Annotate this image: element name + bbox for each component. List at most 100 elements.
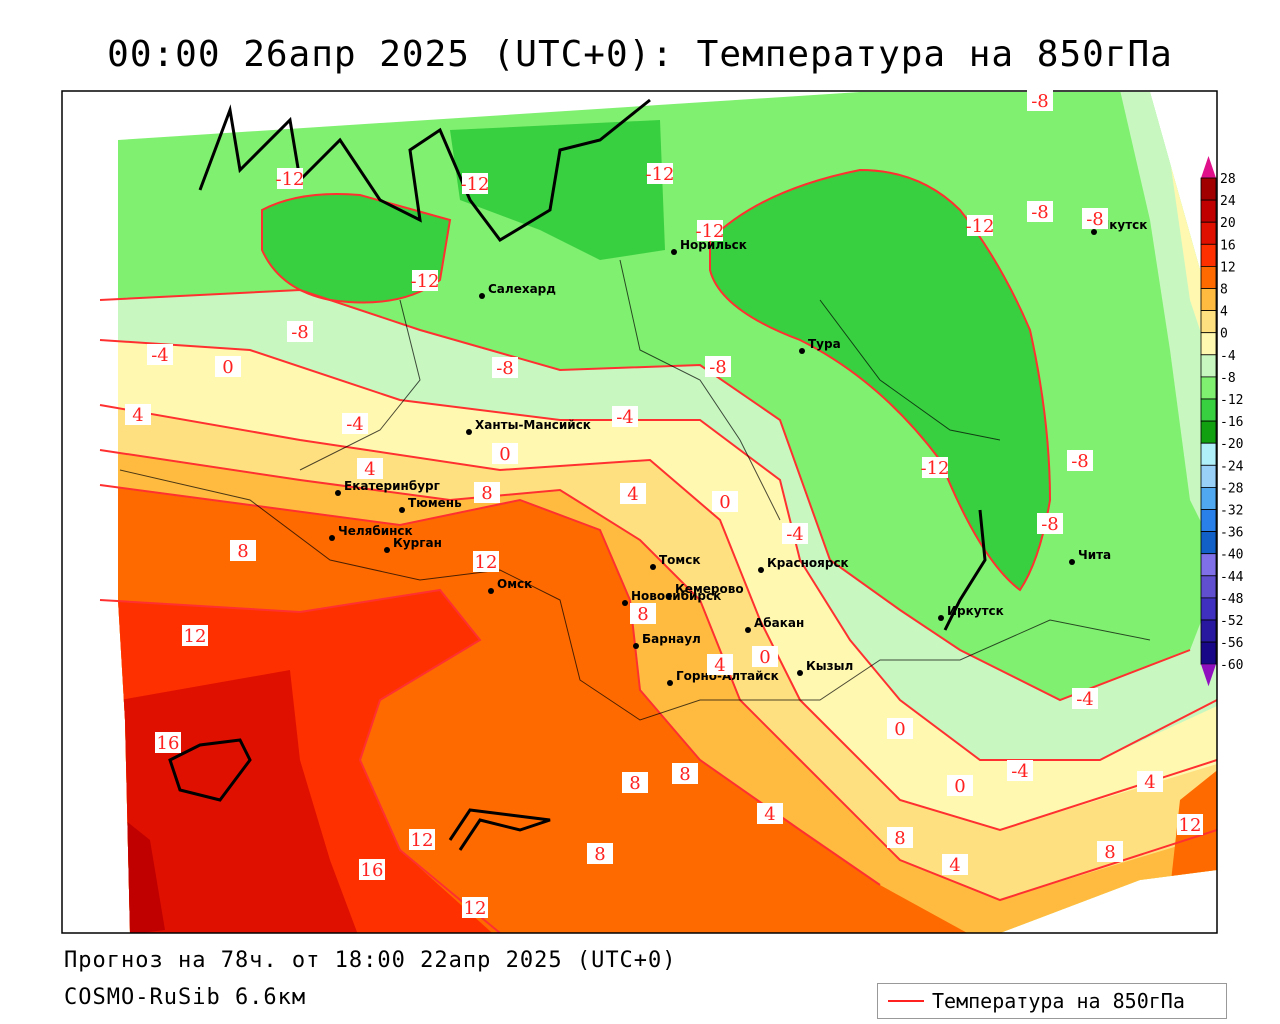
city-marker <box>666 593 672 599</box>
colorbar-swatch <box>1200 420 1217 444</box>
city-label: Екатеринбург <box>344 479 440 493</box>
contour-label-bg <box>712 491 738 512</box>
colorbar-tick-label: 4 <box>1220 305 1228 320</box>
contour-label-bg <box>359 859 385 880</box>
forecast-info: Прогноз на 78ч. от 18:00 22апр 2025 (UTC… <box>64 948 677 973</box>
contour-label: 0 <box>894 719 905 740</box>
city-marker <box>1091 229 1097 235</box>
contour-label-bg <box>342 413 368 434</box>
colorbar-tick-label: -32 <box>1220 504 1243 519</box>
map-title: 00:00 26апр 2025 (UTC+0): Температура на… <box>107 34 1173 75</box>
city-label: Якутск <box>1100 218 1147 232</box>
city-marker <box>622 600 628 606</box>
coastlines <box>168 98 987 851</box>
contour-label-bg <box>147 344 173 365</box>
contour-label-bg <box>492 357 518 378</box>
colorbar-tick-label: -56 <box>1220 636 1243 651</box>
colorbar-swatch <box>1200 398 1217 422</box>
city-label: Чита <box>1078 548 1111 562</box>
city-label: Томск <box>659 553 701 567</box>
colorbar-tick-label: -20 <box>1220 437 1243 452</box>
contour-label: -12 <box>276 169 305 190</box>
contour-label: 16 <box>157 733 180 754</box>
colorbar-swatch <box>1200 310 1217 334</box>
cities: Якутск Норильск Салехард Тура Ханты-Мансийск… <box>329 218 1147 686</box>
contour-label: -4 <box>346 414 364 435</box>
contour-label-bg <box>942 854 968 875</box>
contour-label-bg <box>1177 814 1203 835</box>
contour-label: 4 <box>364 459 375 480</box>
contour-label-bg <box>230 540 256 561</box>
colorbar-tick-label: 24 <box>1220 194 1236 209</box>
city-marker <box>799 348 805 354</box>
city-label: Кызыл <box>806 659 853 673</box>
colorbar-swatch <box>1200 177 1217 201</box>
city-label: Абакан <box>754 616 804 630</box>
contour-label: 12 <box>1179 815 1202 836</box>
legend-label: Температура на 850гПа <box>932 989 1185 1013</box>
contour-label: -8 <box>1041 514 1059 535</box>
colorbar-swatch <box>1200 531 1217 555</box>
city-marker <box>671 249 677 255</box>
city-label: Красноярск <box>767 556 849 570</box>
contour-label: 8 <box>594 844 605 865</box>
contour-label-bg <box>1037 513 1063 534</box>
legend-line-swatch <box>888 1000 924 1002</box>
contour-label-bg <box>1137 771 1163 792</box>
colorbar-swatch <box>1200 442 1217 466</box>
contour-label-bg <box>155 732 181 753</box>
contour-label: -4 <box>616 407 634 428</box>
map-frame <box>61 90 1218 934</box>
city-label: Тюмень <box>408 496 462 510</box>
contour-label-bg <box>587 843 613 864</box>
contour-label: -4 <box>1011 761 1029 782</box>
city-label: Ханты-Мансийск <box>475 418 591 432</box>
city-marker <box>758 567 764 573</box>
contour-label-bg <box>887 718 913 739</box>
city-marker <box>479 293 485 299</box>
colorbar-tick-label: -44 <box>1220 570 1244 585</box>
contour-label: -12 <box>646 164 675 185</box>
contour-label-bg <box>474 482 500 503</box>
colorbar-swatch <box>1200 641 1217 665</box>
contour-label: -4 <box>151 345 169 366</box>
contour-label: -8 <box>1031 202 1049 223</box>
contour-label: -8 <box>291 322 309 343</box>
city-marker <box>938 615 944 621</box>
contour-label: -8 <box>496 358 514 379</box>
contour-label: -12 <box>966 216 995 237</box>
colorbar-tick-label: 0 <box>1220 327 1228 342</box>
contour-label: 8 <box>679 764 690 785</box>
contour-label: -12 <box>411 271 440 292</box>
city-marker <box>797 670 803 676</box>
contour-label: 12 <box>475 552 498 573</box>
contour-label-bg <box>462 897 488 918</box>
city-label: Барнаул <box>642 632 701 646</box>
contour-label-bg <box>672 763 698 784</box>
contour-label: 4 <box>764 804 775 825</box>
contour-label-bg <box>697 220 723 241</box>
colorbar-tick-label: 28 <box>1220 172 1236 187</box>
city-label: Тура <box>808 337 841 351</box>
contour-label-bg <box>1027 201 1053 222</box>
contour-label: 4 <box>714 655 725 676</box>
city-marker <box>633 643 639 649</box>
colorbar-tick-label: -36 <box>1220 526 1243 541</box>
contour-label: 4 <box>627 484 638 505</box>
contour-label: 12 <box>411 830 434 851</box>
contour-label: 0 <box>499 444 510 465</box>
band-minus12-minus16 <box>262 194 450 303</box>
colorbar-swatch <box>1200 597 1217 621</box>
contour-label-bg <box>492 443 518 464</box>
city-marker <box>745 627 751 633</box>
contour-labels: -12 -12 -12 -12 -12 -12 -12 -8 -8 -8 -8 -8 -8 -8 -8 -4 -… <box>125 90 1203 919</box>
contour-label: -12 <box>696 221 725 242</box>
contour-label-bg <box>462 173 488 194</box>
city-label: Горно-Алтайск <box>676 669 779 683</box>
city-label: Иркутск <box>947 604 1004 618</box>
contour-label-bg <box>620 483 646 504</box>
colorbar-swatch <box>1200 509 1217 533</box>
colorbar-tick-label: -4 <box>1220 349 1236 364</box>
city-marker <box>1069 559 1075 565</box>
